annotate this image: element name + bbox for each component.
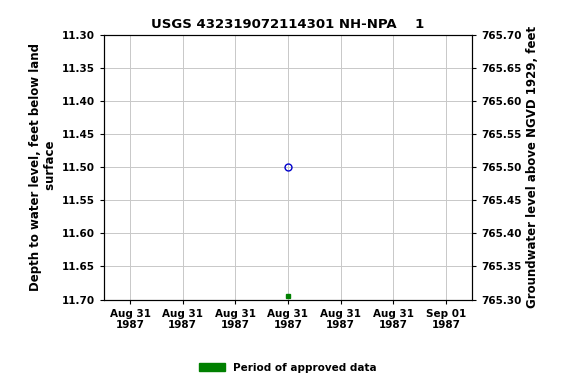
Title: USGS 432319072114301 NH-NPA    1: USGS 432319072114301 NH-NPA 1: [151, 18, 425, 31]
Y-axis label: Depth to water level, feet below land
 surface: Depth to water level, feet below land su…: [29, 43, 58, 291]
Y-axis label: Groundwater level above NGVD 1929, feet: Groundwater level above NGVD 1929, feet: [526, 26, 539, 308]
Legend: Period of approved data: Period of approved data: [195, 359, 381, 377]
